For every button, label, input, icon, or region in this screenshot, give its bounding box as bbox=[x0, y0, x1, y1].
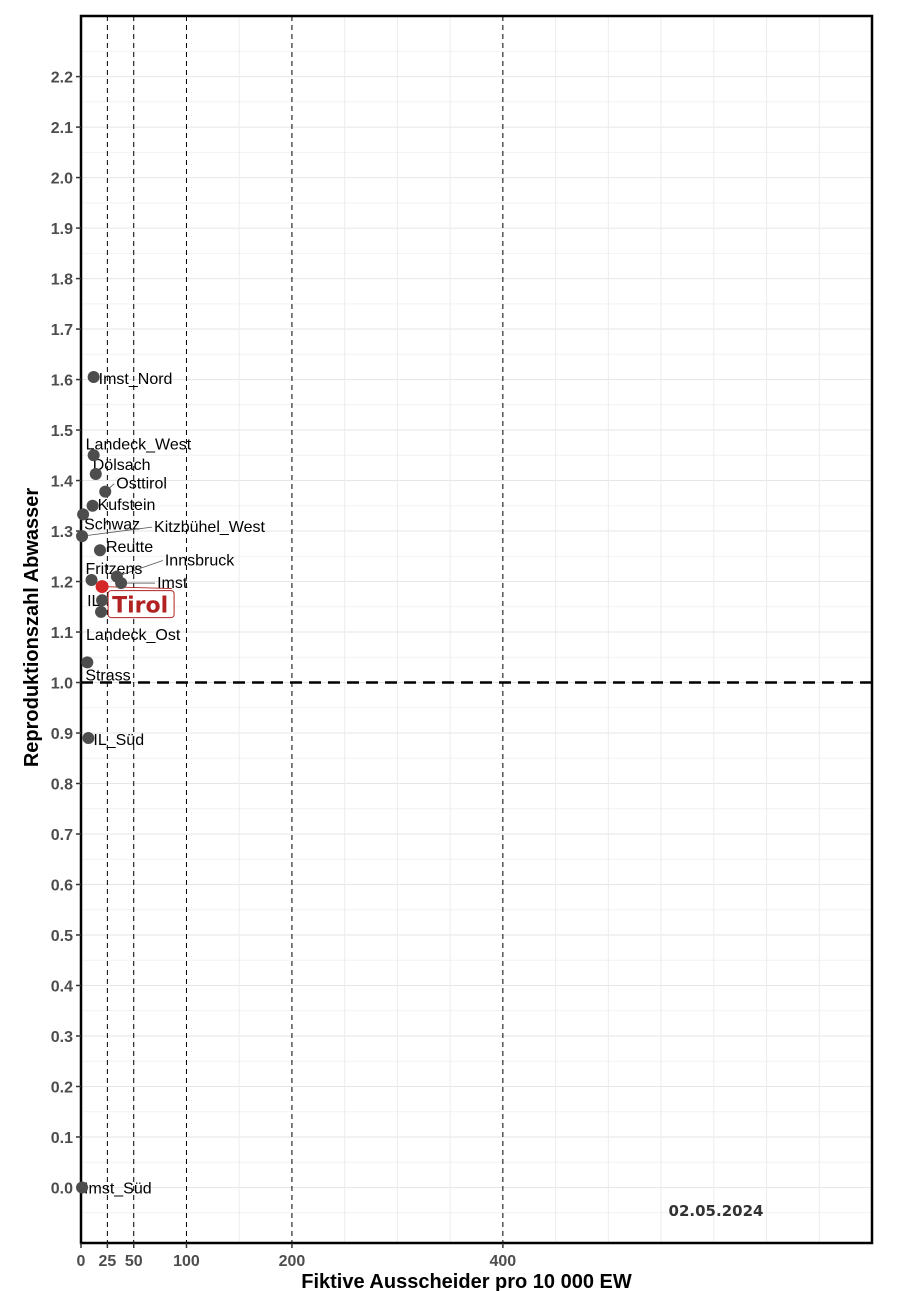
y-tick-label: 0.8 bbox=[51, 777, 73, 794]
date-label: 02.05.2024 bbox=[669, 1202, 764, 1220]
x-tick-label: 0 bbox=[77, 1253, 86, 1270]
y-tick-label: 0.0 bbox=[51, 1180, 73, 1197]
y-tick-label: 0.3 bbox=[51, 1029, 73, 1046]
point-labels: Imst_Nord Landeck_West Dölsach Osttirol Kufs… bbox=[82, 371, 265, 1197]
data-point bbox=[96, 594, 109, 607]
x-tick-label: 50 bbox=[125, 1253, 143, 1270]
x-tick-label: 25 bbox=[98, 1253, 116, 1270]
highlight-label: Tirol bbox=[112, 594, 168, 619]
data-point bbox=[95, 605, 108, 618]
point-label: Dölsach bbox=[93, 457, 151, 474]
y-tick-label: 2.0 bbox=[51, 171, 73, 188]
y-tick-label: 0.2 bbox=[51, 1079, 73, 1096]
data-point bbox=[87, 449, 100, 462]
y-tick-label: 0.5 bbox=[51, 928, 73, 945]
point-label: Reutte bbox=[106, 539, 153, 556]
point-label: Innsbruck bbox=[165, 552, 235, 569]
data-point bbox=[87, 371, 100, 384]
label-leader-line bbox=[116, 560, 163, 577]
axes: 0.0 0.1 0.2 0.3 0.4 0.5 0.6 0.7 0.8 0.9 1.0 1.1 1.2 1… bbox=[51, 70, 517, 1270]
y-axis-title: Reproduktionszahl Abwasser bbox=[21, 488, 43, 768]
data-point bbox=[85, 574, 98, 587]
label-leader-line bbox=[82, 526, 153, 537]
plot-panel-border bbox=[79, 14, 874, 1245]
point-label: Landeck_West bbox=[86, 436, 192, 453]
y-tick-label: 1.3 bbox=[51, 524, 73, 541]
data-point bbox=[86, 499, 99, 512]
point-label: Osttirol bbox=[116, 476, 167, 493]
y-tick-label: 1.8 bbox=[51, 272, 73, 289]
point-label: Landeck_Ost bbox=[86, 627, 181, 644]
data-point bbox=[93, 544, 106, 557]
grid bbox=[81, 16, 872, 1243]
point-label: Schwaz bbox=[84, 516, 140, 533]
y-tick-label: 1.0 bbox=[51, 676, 73, 693]
point-label: Strass bbox=[85, 667, 130, 684]
data-point bbox=[76, 1181, 89, 1194]
point-label: Imst bbox=[157, 575, 188, 592]
point-label: IL_Süd bbox=[93, 732, 144, 749]
y-tick-label: 1.9 bbox=[51, 221, 73, 238]
y-tick-label: 1.1 bbox=[51, 625, 73, 642]
point-label: Kitzbühel_West bbox=[154, 519, 265, 536]
point-label: Imst_Süd bbox=[84, 1180, 152, 1197]
data-point bbox=[76, 530, 89, 543]
y-tick-label: 1.5 bbox=[51, 423, 73, 440]
y-tick-label: 1.6 bbox=[51, 373, 73, 390]
y-tick-label: 0.1 bbox=[51, 1130, 73, 1147]
x-axis-title: Fiktive Ausscheider pro 10 000 EW bbox=[301, 1271, 632, 1291]
highlight-label-box bbox=[107, 590, 175, 619]
y-tick-label: 0.4 bbox=[51, 978, 73, 995]
x-tick-label: 200 bbox=[279, 1253, 306, 1270]
data-point bbox=[115, 577, 128, 590]
y-tick-label: 2.2 bbox=[51, 70, 73, 87]
x-tick-label: 100 bbox=[173, 1253, 200, 1270]
reference-lines bbox=[81, 16, 872, 1243]
point-label: Imst_Nord bbox=[99, 371, 173, 388]
y-tick-label: 0.9 bbox=[51, 726, 73, 743]
highlight-leader-line bbox=[102, 586, 173, 589]
data-points bbox=[76, 371, 128, 1194]
y-tick-label: 1.4 bbox=[51, 474, 73, 491]
y-tick-label: 0.7 bbox=[51, 827, 73, 844]
point-label: Fritzens bbox=[86, 561, 143, 578]
highlight-point bbox=[95, 580, 109, 594]
x-tick-label: 400 bbox=[490, 1253, 517, 1270]
data-point bbox=[99, 485, 112, 498]
y-tick-label: 1.2 bbox=[51, 575, 73, 592]
y-tick-label: 0.6 bbox=[51, 877, 73, 894]
point-label: Kufstein bbox=[98, 497, 156, 514]
data-point bbox=[82, 732, 95, 745]
data-point bbox=[81, 656, 94, 669]
data-point bbox=[89, 467, 102, 480]
y-tick-label: 1.7 bbox=[51, 322, 73, 339]
y-tick-label: 2.1 bbox=[51, 120, 73, 137]
data-point bbox=[77, 508, 90, 521]
